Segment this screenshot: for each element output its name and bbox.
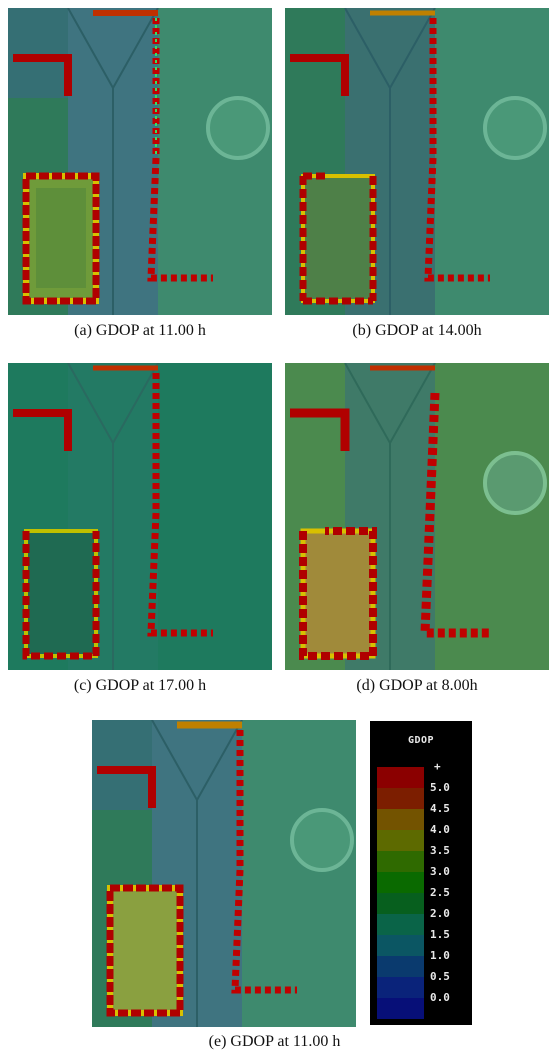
legend-label: 2.0 bbox=[430, 907, 450, 920]
caption-panel-e: (e) GDOP at 11.00 h bbox=[208, 1033, 341, 1050]
gdop-map-panel-d bbox=[285, 363, 549, 670]
legend-label: 3.0 bbox=[430, 865, 450, 878]
legend-label: 2.5 bbox=[430, 886, 450, 899]
caption-panel-d: (d) GDOP at 8.00h bbox=[356, 677, 478, 694]
legend-label: 0.5 bbox=[430, 970, 450, 983]
legend-label: 4.0 bbox=[430, 823, 450, 836]
legend-swatch bbox=[377, 935, 424, 956]
legend-swatch bbox=[377, 788, 424, 809]
legend-swatch bbox=[377, 767, 424, 788]
legend-swatch bbox=[377, 914, 424, 935]
legend-swatch bbox=[377, 830, 424, 851]
caption-panel-c: (c) GDOP at 17.00 h bbox=[73, 677, 207, 694]
gdop-map-panel-e bbox=[92, 720, 356, 1027]
gdop-map-panel-a bbox=[8, 8, 272, 315]
gdop-map-panel-b bbox=[285, 8, 549, 315]
legend-label: 0.0 bbox=[430, 991, 450, 1004]
legend-label: 1.0 bbox=[430, 949, 450, 962]
legend-swatch bbox=[377, 998, 424, 1019]
legend-swatch bbox=[377, 872, 424, 893]
legend-label: 4.5 bbox=[430, 802, 450, 815]
legend-title: GDOP bbox=[407, 735, 435, 746]
legend-label: 3.5 bbox=[430, 844, 450, 857]
gdop-color-legend: GDOP +5.0 4.5 4.0 3.5 3.0 2.5 2.0 1.5 1.0 0.5 0.0 bbox=[370, 721, 472, 1025]
legend-label: 5.0 bbox=[430, 781, 450, 794]
legend-swatch bbox=[377, 809, 424, 830]
caption-panel-a: (a) GDOP at 11.00 h bbox=[74, 322, 206, 339]
gdop-map-panel-c bbox=[8, 363, 272, 670]
legend-swatch bbox=[377, 851, 424, 872]
legend-label: 1.5 bbox=[430, 928, 450, 941]
caption-panel-b: (b) GDOP at 14.00h bbox=[352, 322, 482, 339]
legend-swatch bbox=[377, 956, 424, 977]
legend-swatch bbox=[377, 893, 424, 914]
legend-label: + bbox=[434, 760, 441, 773]
legend-swatch bbox=[377, 977, 424, 998]
